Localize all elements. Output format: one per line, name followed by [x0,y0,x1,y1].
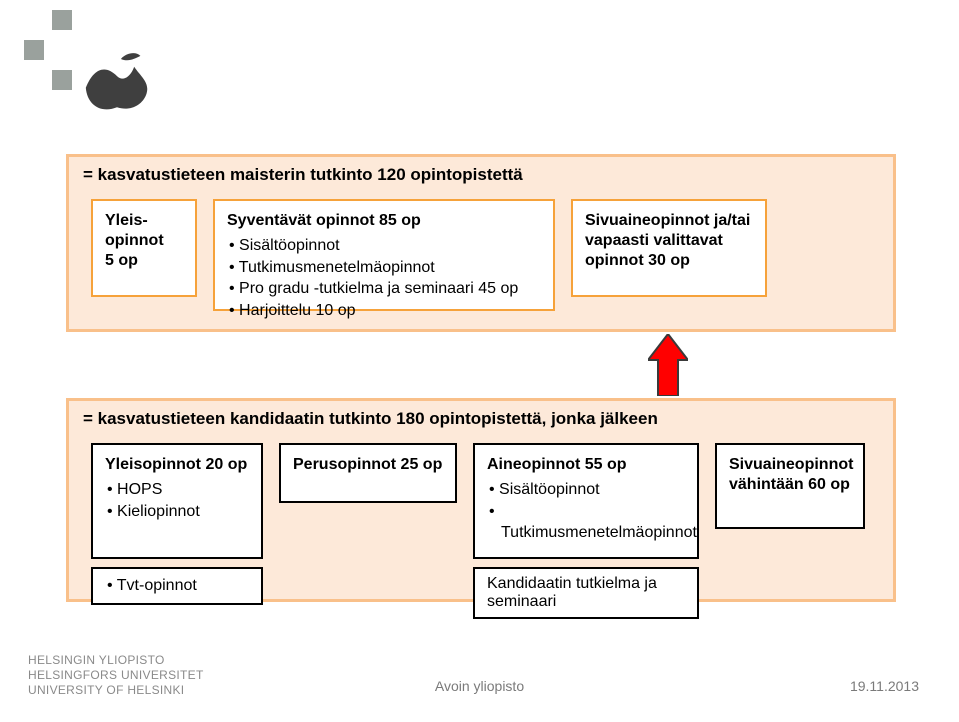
footer-date: 19.11.2013 [850,678,919,694]
box-aineopinnot-55op: Aineopinnot 55 op Sisältöopinnot Tutkimu… [473,443,699,559]
label: Yleis- [105,212,148,229]
list-item: Pro gradu -tutkielma ja seminaari 45 op [229,278,541,300]
box-yleisopinnot-5op: Yleis- opinnot 5 op [91,199,197,297]
list-item: Harjoittelu 10 op [229,300,541,322]
bachelors-title: = kasvatustieteen kandidaatin tutkinto 1… [83,409,658,429]
list-item: Tutkimusmenetelmäopinnot [229,257,541,279]
box-kandidaatin-tutkielma: Kandidaatin tutkielma ja seminaari [473,567,699,619]
label: vapaasti valittavat [585,232,723,249]
flame-icon [78,44,156,116]
label: 5 op [105,252,138,269]
box-perusopinnot-25op: Perusopinnot 25 op [279,443,457,503]
footer-line: HELSINGIN YLIOPISTO [28,653,204,668]
list-item: Sisältöopinnot [229,235,541,257]
item-list: Sisältöopinnot Tutkimusmenetelmäopinnot [487,479,685,544]
label: Kandidaatin tutkielma ja [487,575,657,592]
box-header: Aineopinnot 55 op [487,455,685,475]
label: seminaari [487,593,556,610]
box-yleisopinnot-20op: Yleisopinnot 20 op HOPS Kieliopinnot [91,443,263,559]
up-arrow-icon [648,334,688,396]
bachelors-boxes-row: Yleisopinnot 20 op HOPS Kieliopinnot Tvt… [91,443,865,619]
box-header: Yleisopinnot 20 op [105,455,249,475]
box-tvt-opinnot: Tvt-opinnot [91,567,263,605]
masters-panel: = kasvatustieteen maisterin tutkinto 120… [66,154,896,332]
bachelors-panel: = kasvatustieteen kandidaatin tutkinto 1… [66,398,896,602]
slide: = kasvatustieteen maisterin tutkinto 120… [0,0,959,722]
box-header: Perusopinnot 25 op [293,455,443,475]
logo-corner [18,10,138,130]
list-item: Sisältöopinnot [489,479,685,501]
list-item: Kieliopinnot [107,501,249,523]
deco-square [52,10,72,30]
box-header: Syventävät opinnot 85 op [227,211,541,231]
col-aineopinnot: Aineopinnot 55 op Sisältöopinnot Tutkimu… [473,443,699,619]
footer-center: Avoin yliopisto [0,678,959,694]
list-item: Tutkimusmenetelmäopinnot [489,501,685,544]
label: Sivuaineopinnot ja/tai [585,212,750,229]
item-list: Tvt-opinnot [105,575,249,597]
masters-boxes-row: Yleis- opinnot 5 op Syventävät opinnot 8… [91,199,767,311]
masters-title: = kasvatustieteen maisterin tutkinto 120… [83,165,523,185]
list-item: Tvt-opinnot [107,575,249,597]
box-syventavat-85op: Syventävät opinnot 85 op Sisältöopinnot … [213,199,555,311]
item-list: Sisältöopinnot Tutkimusmenetelmäopinnot … [227,235,541,321]
col-yleisopinnot: Yleisopinnot 20 op HOPS Kieliopinnot Tvt… [91,443,263,619]
label: vähintään 60 op [729,476,850,493]
label: opinnot 30 op [585,252,690,269]
box-sivuaine-30op: Sivuaineopinnot ja/tai vapaasti valittav… [571,199,767,297]
deco-square [24,40,44,60]
box-sivuaine-60op: Sivuaineopinnot vähintään 60 op [715,443,865,529]
label: Sivuaineopinnot [729,456,853,473]
deco-square [52,70,72,90]
list-item: HOPS [107,479,249,501]
label: opinnot [105,232,164,249]
item-list: HOPS Kieliopinnot [105,479,249,522]
